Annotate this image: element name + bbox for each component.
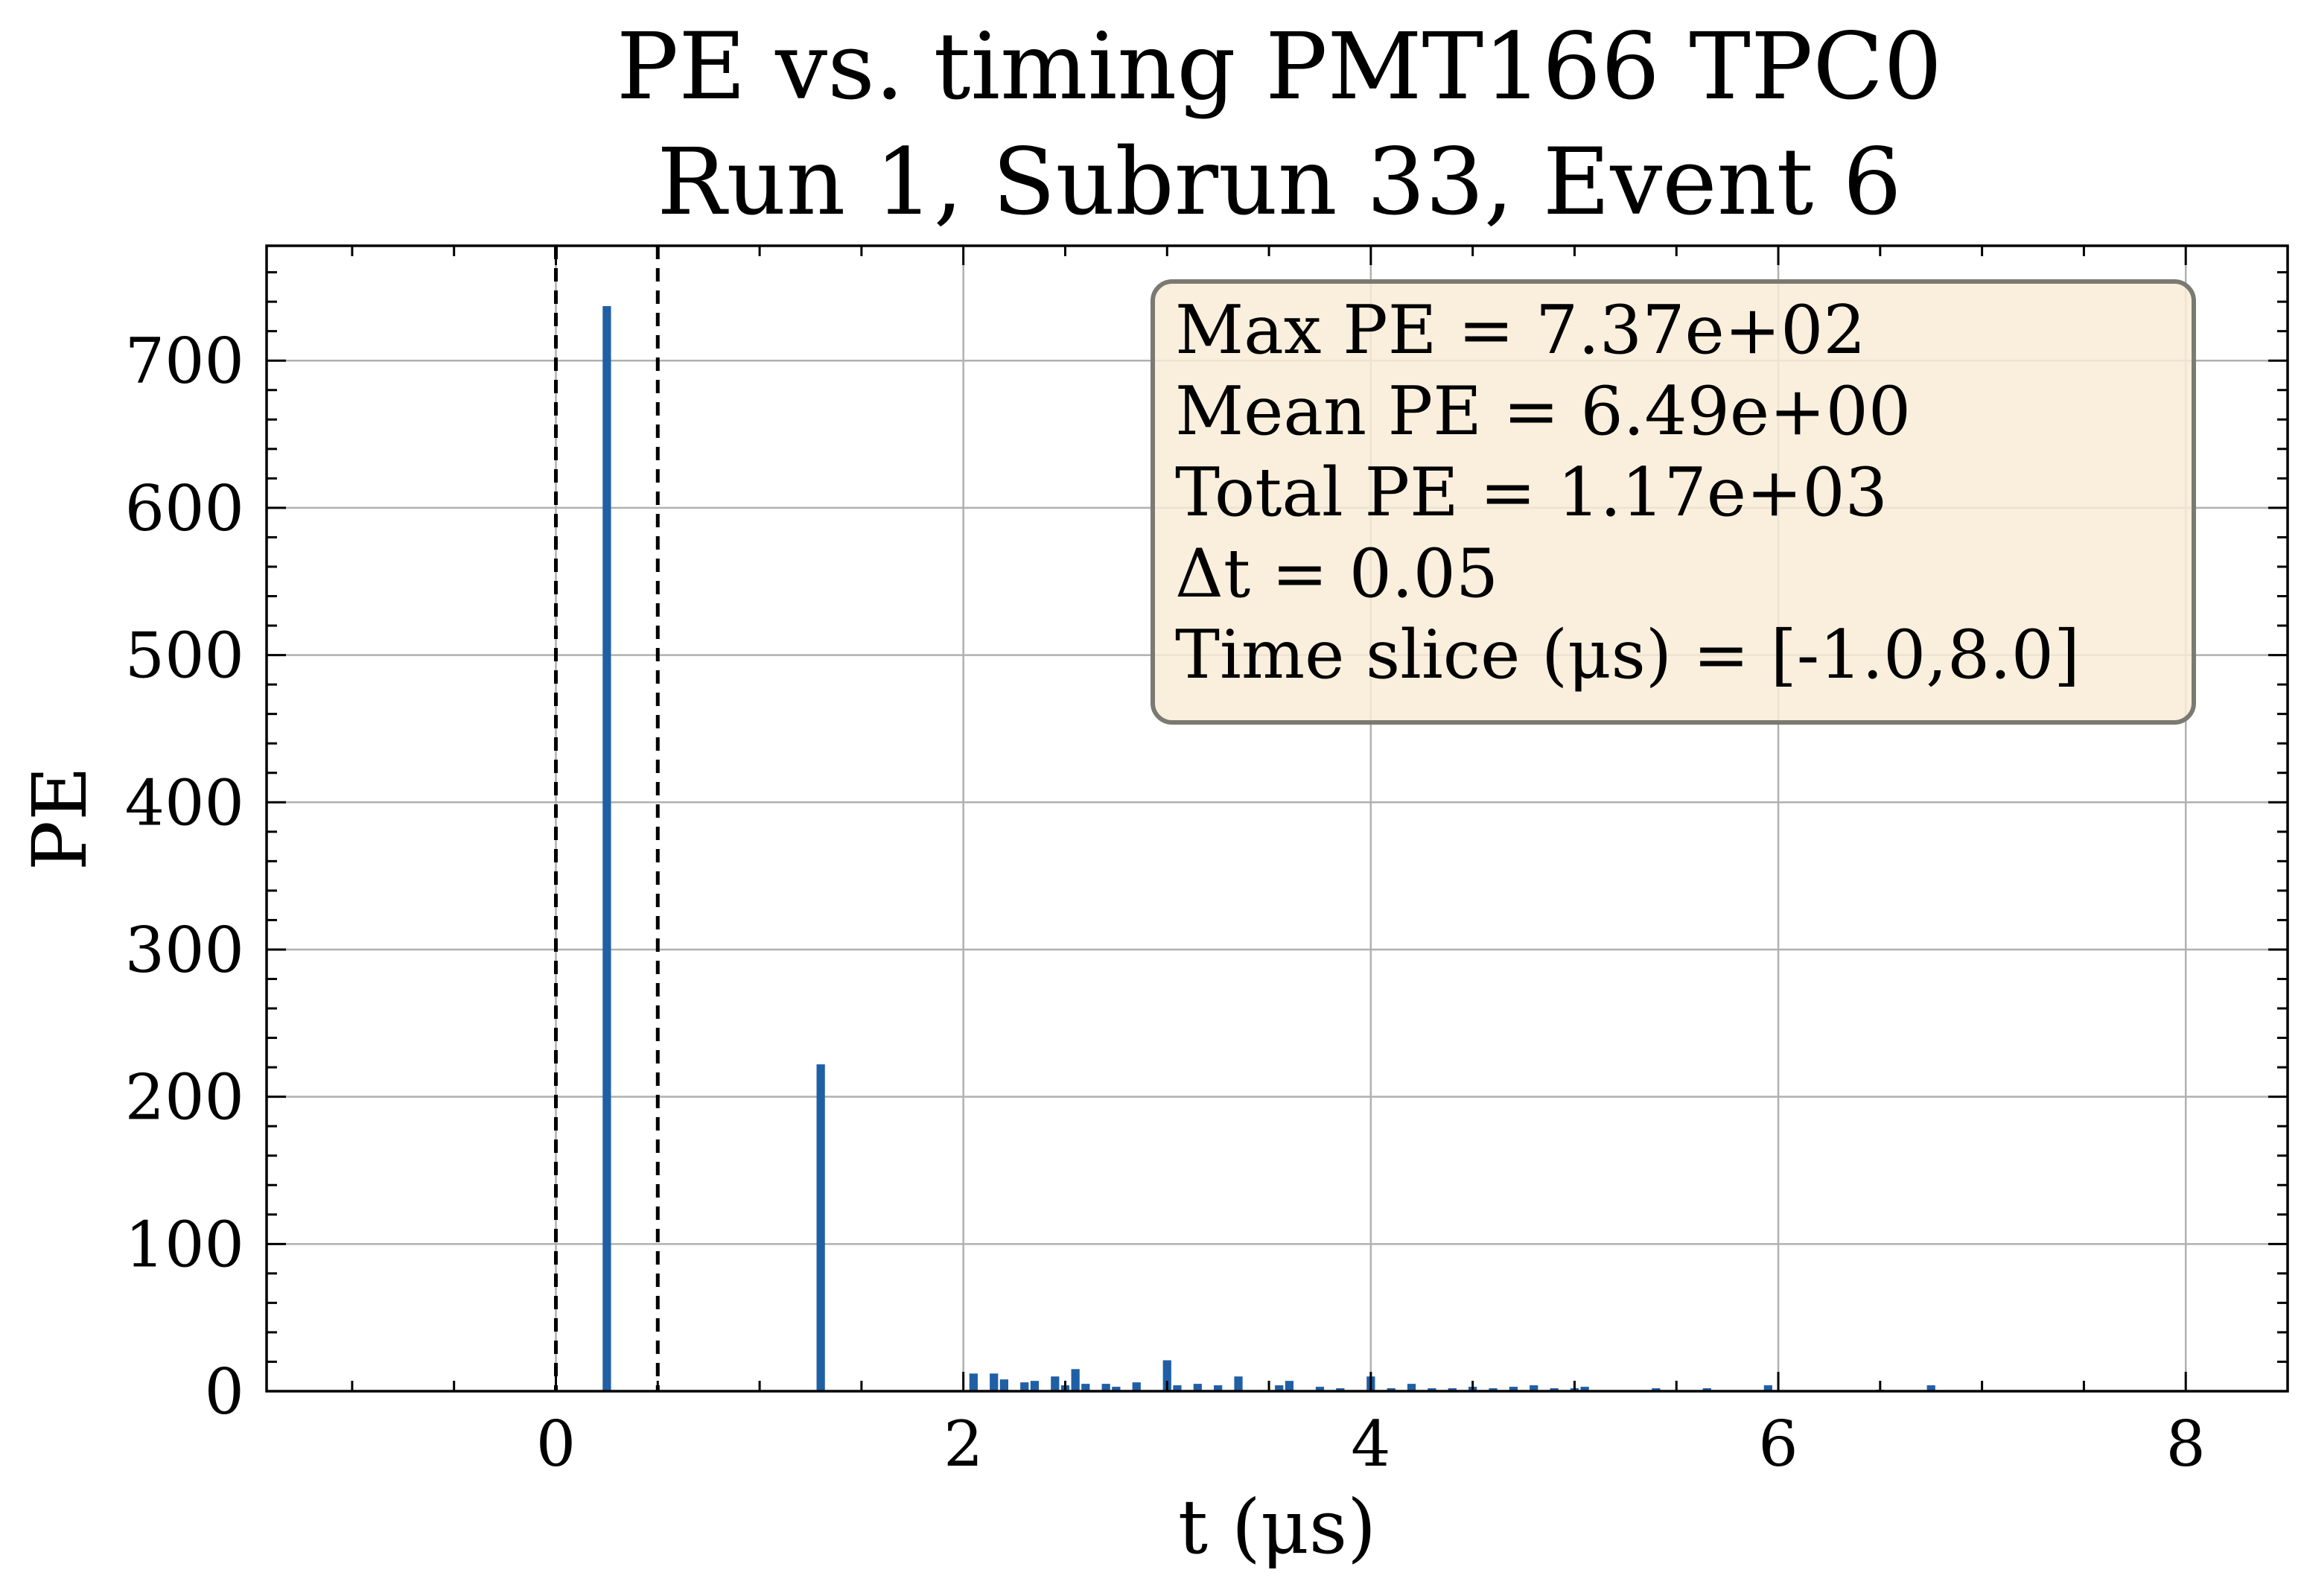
histogram-bar (1234, 1376, 1243, 1391)
histogram-bar (1193, 1384, 1202, 1391)
histogram-bar (1580, 1387, 1589, 1391)
plot-frame (265, 244, 2289, 1393)
histogram-bar (1081, 1384, 1090, 1391)
histogram-bar (1071, 1369, 1080, 1391)
histogram-bars (602, 306, 1935, 1392)
histogram-bar (1926, 1385, 1935, 1391)
stats-box-background (1151, 279, 2196, 725)
y-tick-label: 700 (125, 325, 244, 398)
histogram-bar (1112, 1387, 1121, 1391)
y-tick-label: 400 (125, 766, 244, 839)
histogram-bar (816, 1064, 825, 1391)
histogram-bar (999, 1379, 1008, 1391)
x-tick-label: 8 (2165, 1408, 2205, 1481)
histogram-bar (1448, 1388, 1457, 1391)
stats-line: Δt = 0.05 (1175, 535, 1498, 613)
stats-line: Max PE = 7.37e+02 (1175, 291, 1866, 369)
stats-line: Mean PE = 6.49e+00 (1175, 372, 1911, 451)
histogram-bar (1387, 1388, 1396, 1391)
histogram-bar (1315, 1387, 1325, 1391)
x-tick-label: 0 (536, 1408, 576, 1481)
histogram-bar (1275, 1385, 1284, 1391)
histogram-bar (1509, 1387, 1518, 1391)
time-window-lines (553, 246, 660, 1391)
y-tick-label: 600 (125, 472, 244, 545)
histogram-bar (1162, 1360, 1171, 1391)
histogram-bar (1020, 1382, 1029, 1391)
chart-title: PE vs. timing PMT166 TPC0 (617, 13, 1942, 121)
histogram-bar (602, 306, 611, 1392)
histogram-bar (1101, 1384, 1110, 1391)
histogram-bar (1285, 1381, 1294, 1391)
histogram-bar (1652, 1388, 1661, 1391)
tick-labels: 0 2 4 6 8 0 100 200 300 400 500 600 700 (125, 325, 2206, 1481)
histogram-bar (969, 1373, 978, 1391)
histogram-bar (1030, 1381, 1040, 1391)
histogram-bar (1336, 1388, 1345, 1391)
y-tick-label: 500 (125, 620, 244, 693)
histogram-bar (1702, 1388, 1711, 1391)
histogram-bar (1132, 1382, 1141, 1391)
histogram-bar (1173, 1385, 1182, 1391)
axis-ticks (267, 246, 2289, 1393)
histogram-bar (1051, 1376, 1060, 1391)
histogram-bar (1550, 1388, 1559, 1391)
y-tick-label: 200 (125, 1061, 244, 1134)
stats-line: Total PE = 1.17e+03 (1175, 454, 1888, 532)
y-tick-label: 300 (125, 914, 244, 987)
y-axis-label: PE (16, 766, 104, 871)
histogram-bar (1489, 1388, 1498, 1391)
chart-subtitle: Run 1, Subrun 33, Event 6 (657, 129, 1901, 236)
histogram-bar (1214, 1385, 1223, 1391)
histogram-bar (990, 1373, 999, 1391)
x-tick-label: 4 (1351, 1408, 1390, 1481)
y-tick-label: 100 (125, 1208, 244, 1281)
histogram-bar (1428, 1388, 1436, 1391)
histogram-bar (1763, 1385, 1772, 1391)
histogram-bar (1530, 1385, 1538, 1391)
x-tick-label: 2 (943, 1408, 983, 1481)
x-tick-label: 6 (1758, 1408, 1798, 1481)
stats-line: Time slice (μs) = [-1.0,8.0] (1175, 616, 2080, 694)
x-axis-label: t (μs) (1178, 1484, 1376, 1571)
histogram-bar (1407, 1384, 1416, 1391)
y-tick-label: 0 (205, 1355, 244, 1428)
